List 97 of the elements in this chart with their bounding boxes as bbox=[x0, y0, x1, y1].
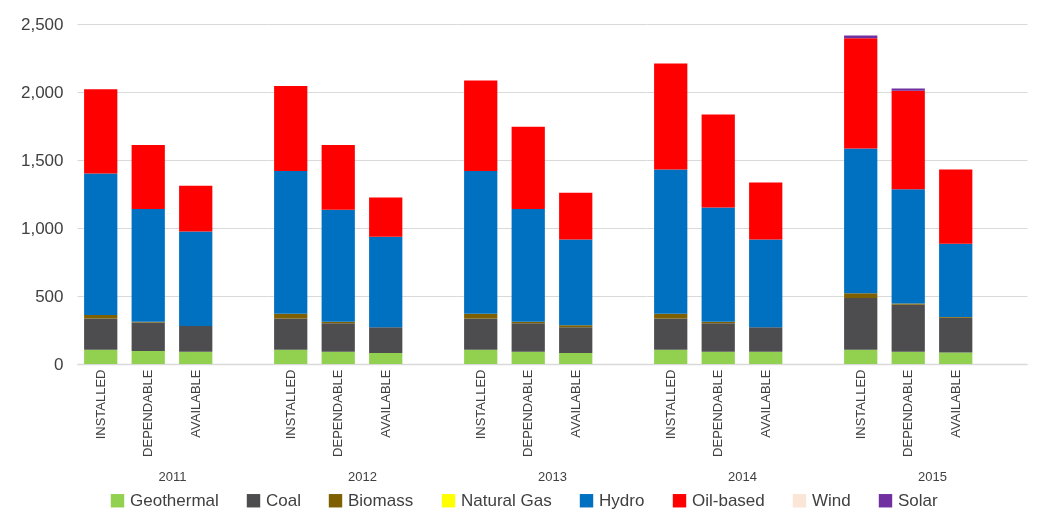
x-axis-title: 2011 bbox=[158, 468, 187, 484]
legend-label: Oil-based bbox=[692, 490, 765, 510]
bar bbox=[559, 239, 593, 326]
bar bbox=[511, 323, 545, 352]
x-tick-label: AVAILABLE bbox=[187, 369, 203, 438]
x-tick-label: INSTALLED bbox=[282, 369, 298, 440]
bar bbox=[321, 323, 355, 352]
bar bbox=[749, 351, 783, 364]
bar bbox=[559, 192, 593, 240]
bar bbox=[131, 351, 165, 364]
x-tick-label: DEPENDABLE bbox=[900, 369, 916, 457]
bar bbox=[464, 80, 498, 171]
bar bbox=[701, 351, 735, 364]
y-tick-label: 500 bbox=[35, 286, 64, 306]
bar bbox=[131, 208, 165, 322]
x-axis-title: 2013 bbox=[538, 468, 567, 484]
bar bbox=[274, 349, 308, 364]
x-axis-title: 2014 bbox=[728, 468, 757, 484]
x-tick-label: DEPENDABLE bbox=[520, 369, 536, 457]
bar bbox=[749, 239, 783, 328]
bar bbox=[179, 231, 213, 326]
bar bbox=[844, 148, 878, 294]
bar bbox=[891, 88, 925, 91]
legend-label: Natural Gas bbox=[461, 490, 552, 510]
bar bbox=[701, 114, 735, 208]
legend-label: Biomass bbox=[348, 490, 414, 510]
x-axis-title: 2012 bbox=[348, 468, 377, 484]
bar bbox=[84, 318, 118, 350]
bar bbox=[559, 325, 593, 328]
x-tick-label: INSTALLED bbox=[852, 369, 868, 440]
legend-label: Geothermal bbox=[130, 490, 219, 510]
bar bbox=[369, 197, 403, 237]
legend-label: Wind bbox=[812, 490, 851, 510]
bar bbox=[654, 63, 688, 170]
bar bbox=[939, 169, 973, 244]
x-tick-label: AVAILABLE bbox=[947, 369, 963, 438]
bar bbox=[844, 349, 878, 364]
x-tick-label: DEPENDABLE bbox=[330, 369, 346, 457]
y-tick-label: 2,000 bbox=[20, 82, 64, 102]
bar bbox=[179, 351, 213, 364]
bar bbox=[939, 243, 973, 318]
bar bbox=[844, 298, 878, 350]
bar bbox=[274, 85, 308, 171]
bar bbox=[511, 351, 545, 364]
bar bbox=[654, 169, 688, 314]
bar bbox=[891, 351, 925, 364]
legend-label: Coal bbox=[266, 490, 301, 510]
bar bbox=[891, 189, 925, 304]
bar bbox=[369, 353, 403, 364]
bar bbox=[179, 325, 213, 352]
bar bbox=[131, 145, 165, 209]
legend-label: Solar bbox=[898, 490, 939, 510]
y-tick-label: 0 bbox=[54, 354, 64, 374]
bar bbox=[84, 349, 118, 364]
bar bbox=[131, 322, 165, 352]
x-tick-label: AVAILABLE bbox=[567, 369, 583, 438]
bar bbox=[844, 38, 878, 149]
bar bbox=[179, 185, 213, 232]
bar bbox=[701, 323, 735, 352]
bar bbox=[939, 317, 973, 353]
bar bbox=[891, 90, 925, 190]
bar bbox=[891, 304, 925, 352]
y-tick-label: 2,500 bbox=[20, 14, 64, 34]
x-tick-label: INSTALLED bbox=[92, 369, 108, 440]
bar bbox=[84, 173, 118, 316]
bar bbox=[464, 170, 498, 314]
bar bbox=[464, 349, 498, 364]
bar bbox=[321, 145, 355, 210]
bar bbox=[464, 318, 498, 350]
bar bbox=[844, 293, 878, 299]
bar bbox=[274, 170, 308, 314]
x-tick-label: AVAILABLE bbox=[377, 369, 393, 438]
x-tick-label: DEPENDABLE bbox=[710, 369, 726, 457]
x-tick-label: INSTALLED bbox=[472, 369, 488, 440]
bar bbox=[559, 327, 593, 354]
bar bbox=[369, 236, 403, 328]
bar bbox=[321, 351, 355, 364]
legend-label: Hydro bbox=[599, 490, 645, 510]
x-tick-label: DEPENDABLE bbox=[140, 369, 156, 457]
y-tick-label: 1,500 bbox=[20, 150, 64, 170]
bar bbox=[654, 318, 688, 350]
bar bbox=[749, 182, 783, 240]
bar bbox=[939, 352, 973, 364]
bar bbox=[701, 207, 735, 322]
bar bbox=[274, 318, 308, 350]
bar bbox=[321, 209, 355, 322]
bar bbox=[84, 89, 118, 174]
bar bbox=[369, 327, 403, 354]
bar bbox=[654, 349, 688, 364]
bar bbox=[749, 327, 783, 352]
x-axis-title: 2015 bbox=[918, 468, 947, 484]
bar bbox=[511, 126, 545, 209]
bar bbox=[511, 208, 545, 322]
y-tick-label: 1,000 bbox=[20, 218, 64, 238]
x-tick-label: INSTALLED bbox=[662, 369, 678, 440]
x-tick-label: AVAILABLE bbox=[757, 369, 773, 438]
bar bbox=[559, 353, 593, 364]
